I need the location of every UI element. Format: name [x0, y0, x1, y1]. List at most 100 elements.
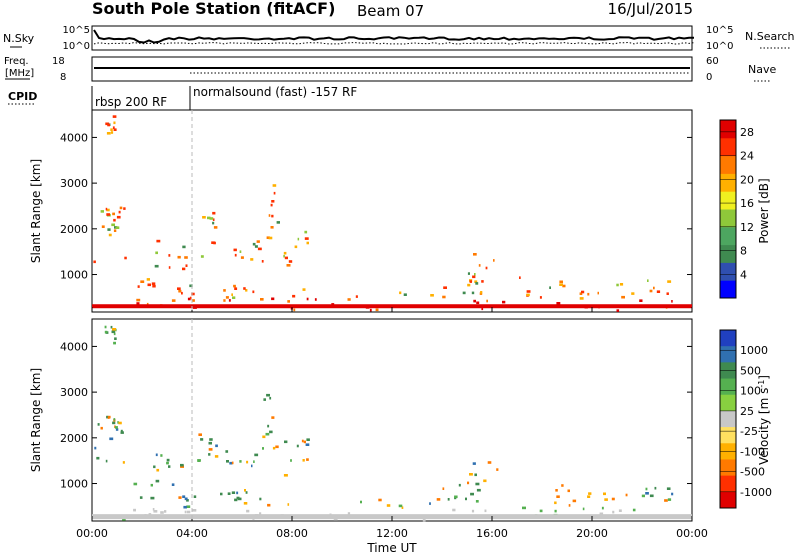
velocity-cell	[245, 491, 248, 494]
velocity-cell	[114, 337, 117, 340]
velocity-cell	[178, 496, 182, 499]
velocity-cell	[155, 479, 160, 483]
velocity-cell	[152, 508, 155, 511]
power-cell	[232, 296, 236, 299]
power-colorbar-tick-label: 8	[740, 245, 747, 258]
velocity-cell	[475, 482, 480, 486]
power-cell	[113, 128, 117, 131]
x-tick-label: 00:00	[676, 527, 708, 540]
power-cell	[243, 287, 246, 290]
power-cell	[113, 218, 116, 222]
velocity-cell	[360, 500, 362, 504]
power-colorbar-tick-label: 16	[740, 197, 754, 210]
velocity-cell	[209, 438, 213, 441]
velocity-cell	[244, 489, 246, 492]
velocity-cell	[611, 497, 615, 501]
noise-right-tick-bottom: 10^0	[706, 41, 733, 52]
power-colorbar-swatch	[720, 280, 736, 299]
velocity-cell	[429, 502, 431, 505]
velocity-cell	[567, 489, 570, 493]
power-colorbar-swatch	[720, 226, 736, 246]
velocity-cell	[239, 460, 242, 463]
power-cell	[399, 291, 402, 295]
velocity-cell	[113, 341, 116, 345]
velocity-cell	[234, 498, 238, 502]
power-cell	[119, 206, 123, 210]
power-cell	[502, 300, 506, 304]
velocity-cell	[186, 505, 191, 508]
power-cell	[147, 283, 151, 287]
velocity-ytick-label: 4000	[60, 340, 88, 353]
velocity-cell	[272, 446, 276, 450]
power-ytick-label: 4000	[60, 131, 88, 144]
velocity-cell	[302, 459, 305, 462]
velocity-colorbar-frame	[719, 329, 737, 509]
velocity-cell	[192, 509, 197, 512]
velocity-cell	[641, 494, 645, 498]
velocity-cell	[111, 330, 116, 334]
velocity-cell	[246, 460, 249, 464]
velocity-cell	[113, 418, 116, 421]
velocity-cell	[470, 492, 474, 496]
velocity-cell	[97, 423, 100, 426]
power-cell	[270, 203, 273, 207]
velocity-colorbar-swatch	[720, 491, 736, 509]
velocity-cell	[166, 458, 170, 462]
velocity-cell	[160, 454, 163, 457]
velocity-cell	[236, 496, 240, 500]
velocity-cell	[246, 509, 250, 513]
power-cell	[239, 250, 242, 253]
velocity-cell	[267, 424, 270, 428]
velocity-cell	[333, 518, 338, 521]
velocity-cell	[229, 461, 233, 465]
power-cell	[297, 237, 300, 241]
velocity-colorbar-tick-label: 500	[740, 364, 761, 377]
power-cell	[111, 223, 115, 227]
power-cell	[233, 284, 236, 288]
power-cell	[116, 215, 121, 219]
velocity-cell	[156, 468, 160, 472]
power-colorbar-swatch	[720, 191, 736, 210]
velocity-cell	[105, 459, 108, 463]
power-cell	[107, 123, 110, 127]
power-cell	[209, 217, 214, 220]
velocity-cell	[150, 483, 153, 487]
velocity-cell	[442, 487, 445, 490]
velocity-cell	[269, 396, 272, 400]
power-colorbar: 4 8 12 16 20 24 28	[719, 119, 754, 299]
power-cell	[110, 131, 114, 134]
power-cell	[110, 128, 113, 131]
velocity-cell	[671, 492, 674, 496]
velocity-cell	[237, 497, 242, 501]
power-cell	[286, 264, 291, 267]
velocity-cell	[112, 421, 116, 425]
velocity-cell	[231, 461, 234, 465]
velocity-cell	[259, 497, 262, 501]
power-colorbar-swatch	[720, 137, 736, 157]
freq-left-tick-top: 18	[52, 56, 65, 67]
power-cell	[294, 245, 298, 249]
power-cell	[233, 248, 237, 252]
power-cell	[107, 228, 111, 231]
power-cell	[649, 289, 653, 293]
velocity-panel-frame	[91, 318, 693, 522]
power-cell	[493, 259, 495, 262]
power-cell	[481, 307, 484, 311]
velocity-cell	[599, 512, 604, 516]
power-cell	[252, 290, 255, 294]
velocity-colorbar-swatch	[720, 394, 736, 412]
power-colorbar-tick-label: 24	[740, 150, 754, 163]
freq-right-tick-bottom: 0	[706, 72, 712, 83]
power-cell	[581, 290, 585, 294]
power-cell	[292, 294, 296, 298]
power-cell	[115, 226, 120, 229]
power-cell	[106, 208, 110, 212]
power-cell	[559, 280, 563, 284]
freq-panel-frame	[91, 56, 693, 82]
velocity-colorbar-tick-label: -1000	[740, 486, 772, 499]
power-cell	[118, 210, 121, 214]
velocity-cell	[654, 486, 657, 490]
velocity-cell	[306, 438, 310, 441]
x-tick-label: 20:00	[576, 527, 608, 540]
velocity-cell	[110, 325, 113, 329]
